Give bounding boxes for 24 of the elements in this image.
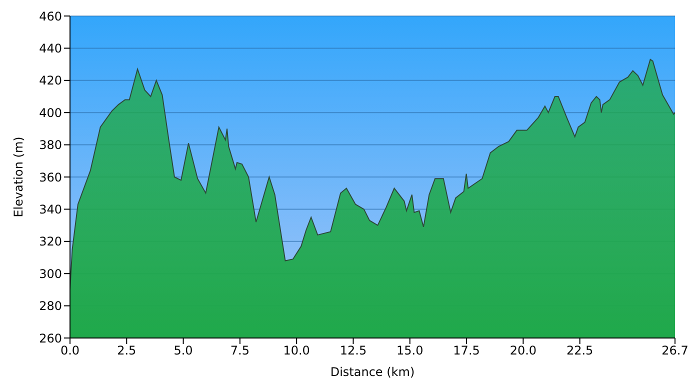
x-tick-label: 10.0 [283, 344, 310, 358]
y-tick-label: 420 [39, 74, 62, 88]
y-tick-label: 400 [39, 106, 62, 120]
y-tick-label: 440 [39, 41, 62, 56]
x-tick-label: 15.0 [396, 344, 424, 358]
x-tick-label: 26.7 [662, 344, 688, 358]
y-tick-label: 280 [39, 299, 62, 314]
x-tick-label: 2.5 [117, 344, 136, 358]
x-tick-label: 20.0 [510, 344, 537, 358]
y-axis-title: Elevation (m) [11, 136, 26, 218]
x-axis-title: Distance (km) [330, 365, 415, 379]
x-tick-label: 0.0 [60, 344, 80, 358]
x-tick-label: 17.5 [453, 344, 480, 358]
x-tick-label: 7.5 [230, 344, 250, 358]
y-tick-label: 300 [39, 266, 62, 281]
x-tick-label: 22.5 [566, 344, 594, 358]
y-tick-label: 320 [39, 234, 62, 249]
y-tick-label: 380 [39, 138, 62, 152]
y-tick-label: 360 [39, 170, 62, 184]
y-tick-label: 340 [39, 202, 62, 216]
x-tick-label: 5.0 [174, 344, 193, 358]
y-tick-label: 460 [39, 9, 62, 24]
x-tick-label: 12.5 [340, 344, 367, 358]
y-tick-label: 260 [39, 331, 62, 346]
